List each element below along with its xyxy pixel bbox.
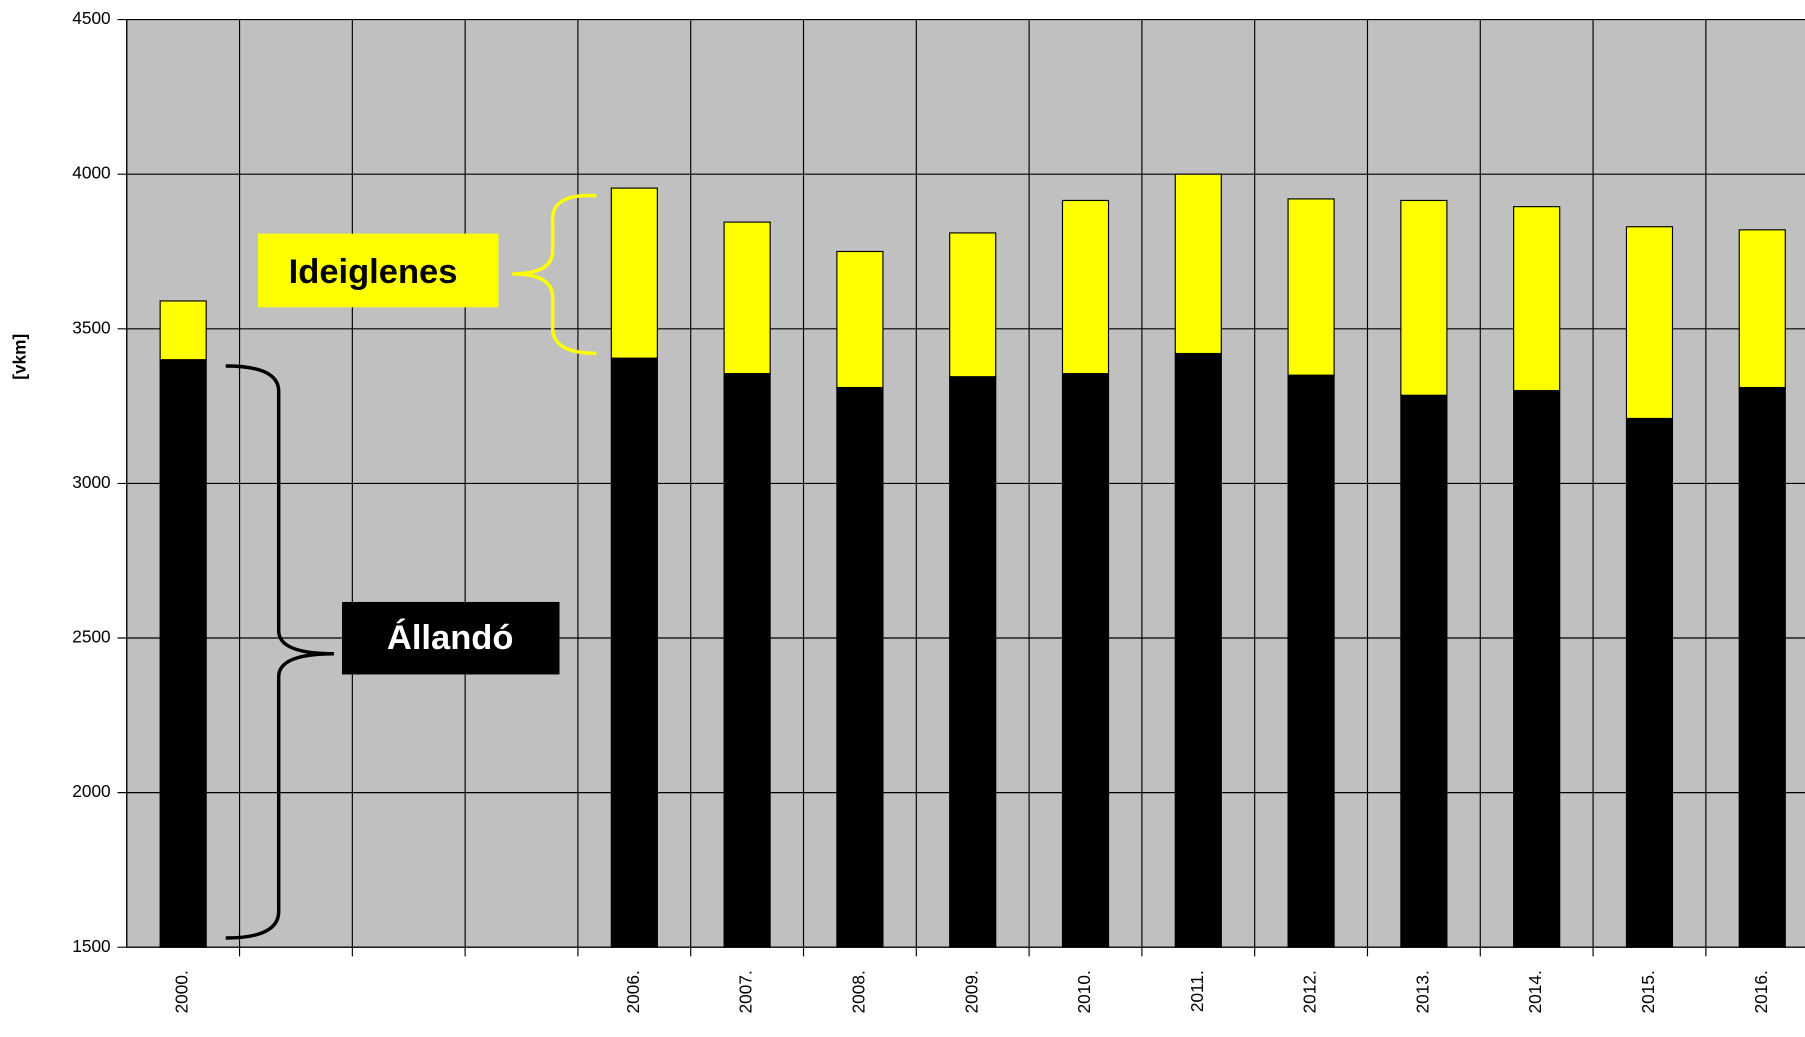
y-tick-label: 2000 [72, 781, 110, 801]
bar-segment [1625, 226, 1674, 420]
bar-segment [1061, 373, 1110, 948]
annotation-box [257, 233, 499, 308]
bar-segment [723, 221, 771, 375]
series-label: Állandó [387, 617, 514, 657]
bar-segment [1287, 374, 1335, 948]
y-tick-label: 1500 [72, 936, 110, 956]
series-label: Ideiglenes [289, 253, 458, 291]
x-tick-label: 2000. [172, 970, 192, 1013]
y-tick-label: 2500 [72, 627, 110, 647]
bar-segment [1400, 394, 1448, 948]
bar-segment [1174, 352, 1222, 948]
bar-segment [1061, 199, 1110, 375]
x-tick-label: 2015. [1638, 970, 1658, 1013]
bar-segment [949, 232, 997, 378]
bar-segment [836, 250, 884, 389]
x-tick-label: 2008. [848, 970, 868, 1013]
x-tick-label: 2012. [1300, 970, 1320, 1013]
bar-segment [1174, 173, 1222, 355]
brace [225, 364, 334, 940]
x-tick-label: 2016. [1751, 970, 1771, 1013]
bar-segment [1738, 229, 1786, 389]
y-tick-label: 4000 [72, 163, 110, 183]
bar-segment [723, 373, 771, 948]
x-tick-label: 2011. [1187, 970, 1207, 1012]
bar-segment [159, 359, 207, 948]
x-tick-label: 2014. [1525, 970, 1545, 1013]
marks [117, 18, 1805, 957]
bar-segment [1513, 390, 1561, 948]
bar-segment [159, 300, 207, 361]
x-tick-label: 2007. [736, 970, 756, 1013]
y-axis-label: [vkm] [9, 334, 29, 380]
x-tick-label: 2006. [623, 970, 643, 1013]
bar-segment [1738, 386, 1786, 948]
bar-segment [1287, 198, 1335, 376]
x-tick-label: 2010. [1074, 970, 1094, 1013]
bar-segment [1513, 206, 1561, 392]
bar-segment [836, 386, 884, 948]
y-tick-label: 3500 [72, 317, 110, 337]
brace [512, 193, 597, 356]
y-tick-label: 4500 [72, 8, 110, 28]
bar-segment [610, 187, 658, 359]
bar-segment [1625, 417, 1674, 948]
bar-segment [1400, 199, 1448, 396]
x-tick-label: 2009. [961, 970, 981, 1013]
annotation-box [341, 601, 560, 675]
bar-segment [949, 376, 997, 948]
x-tick-label: 2013. [1412, 970, 1432, 1013]
bar-segment [610, 357, 658, 948]
y-tick-label: 3000 [72, 472, 110, 492]
